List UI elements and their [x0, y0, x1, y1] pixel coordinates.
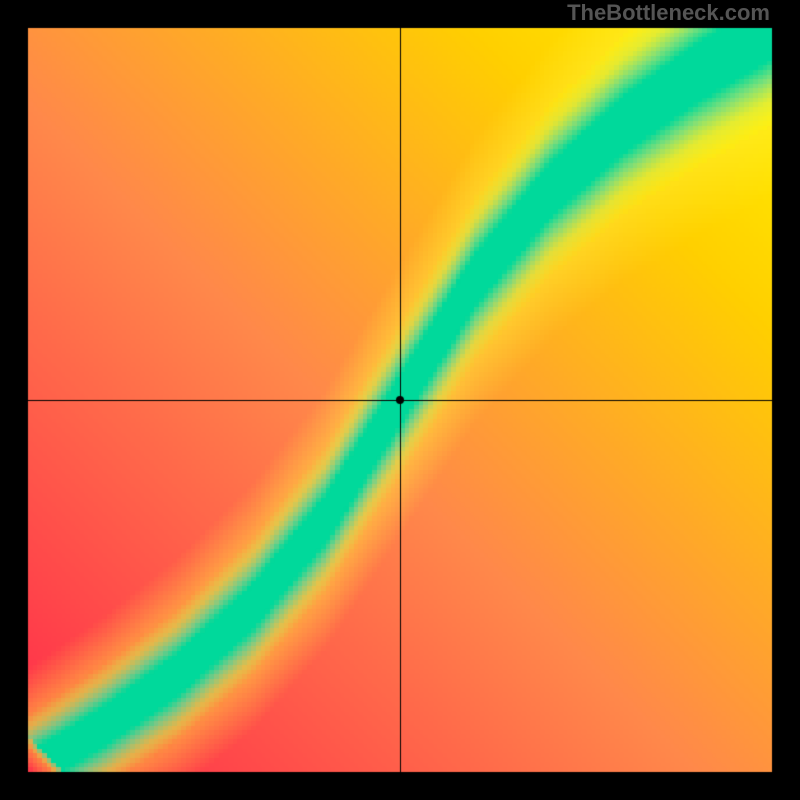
chart-container: TheBottleneck.com — [0, 0, 800, 800]
watermark-text: TheBottleneck.com — [567, 0, 770, 26]
bottleneck-heatmap — [0, 0, 800, 800]
